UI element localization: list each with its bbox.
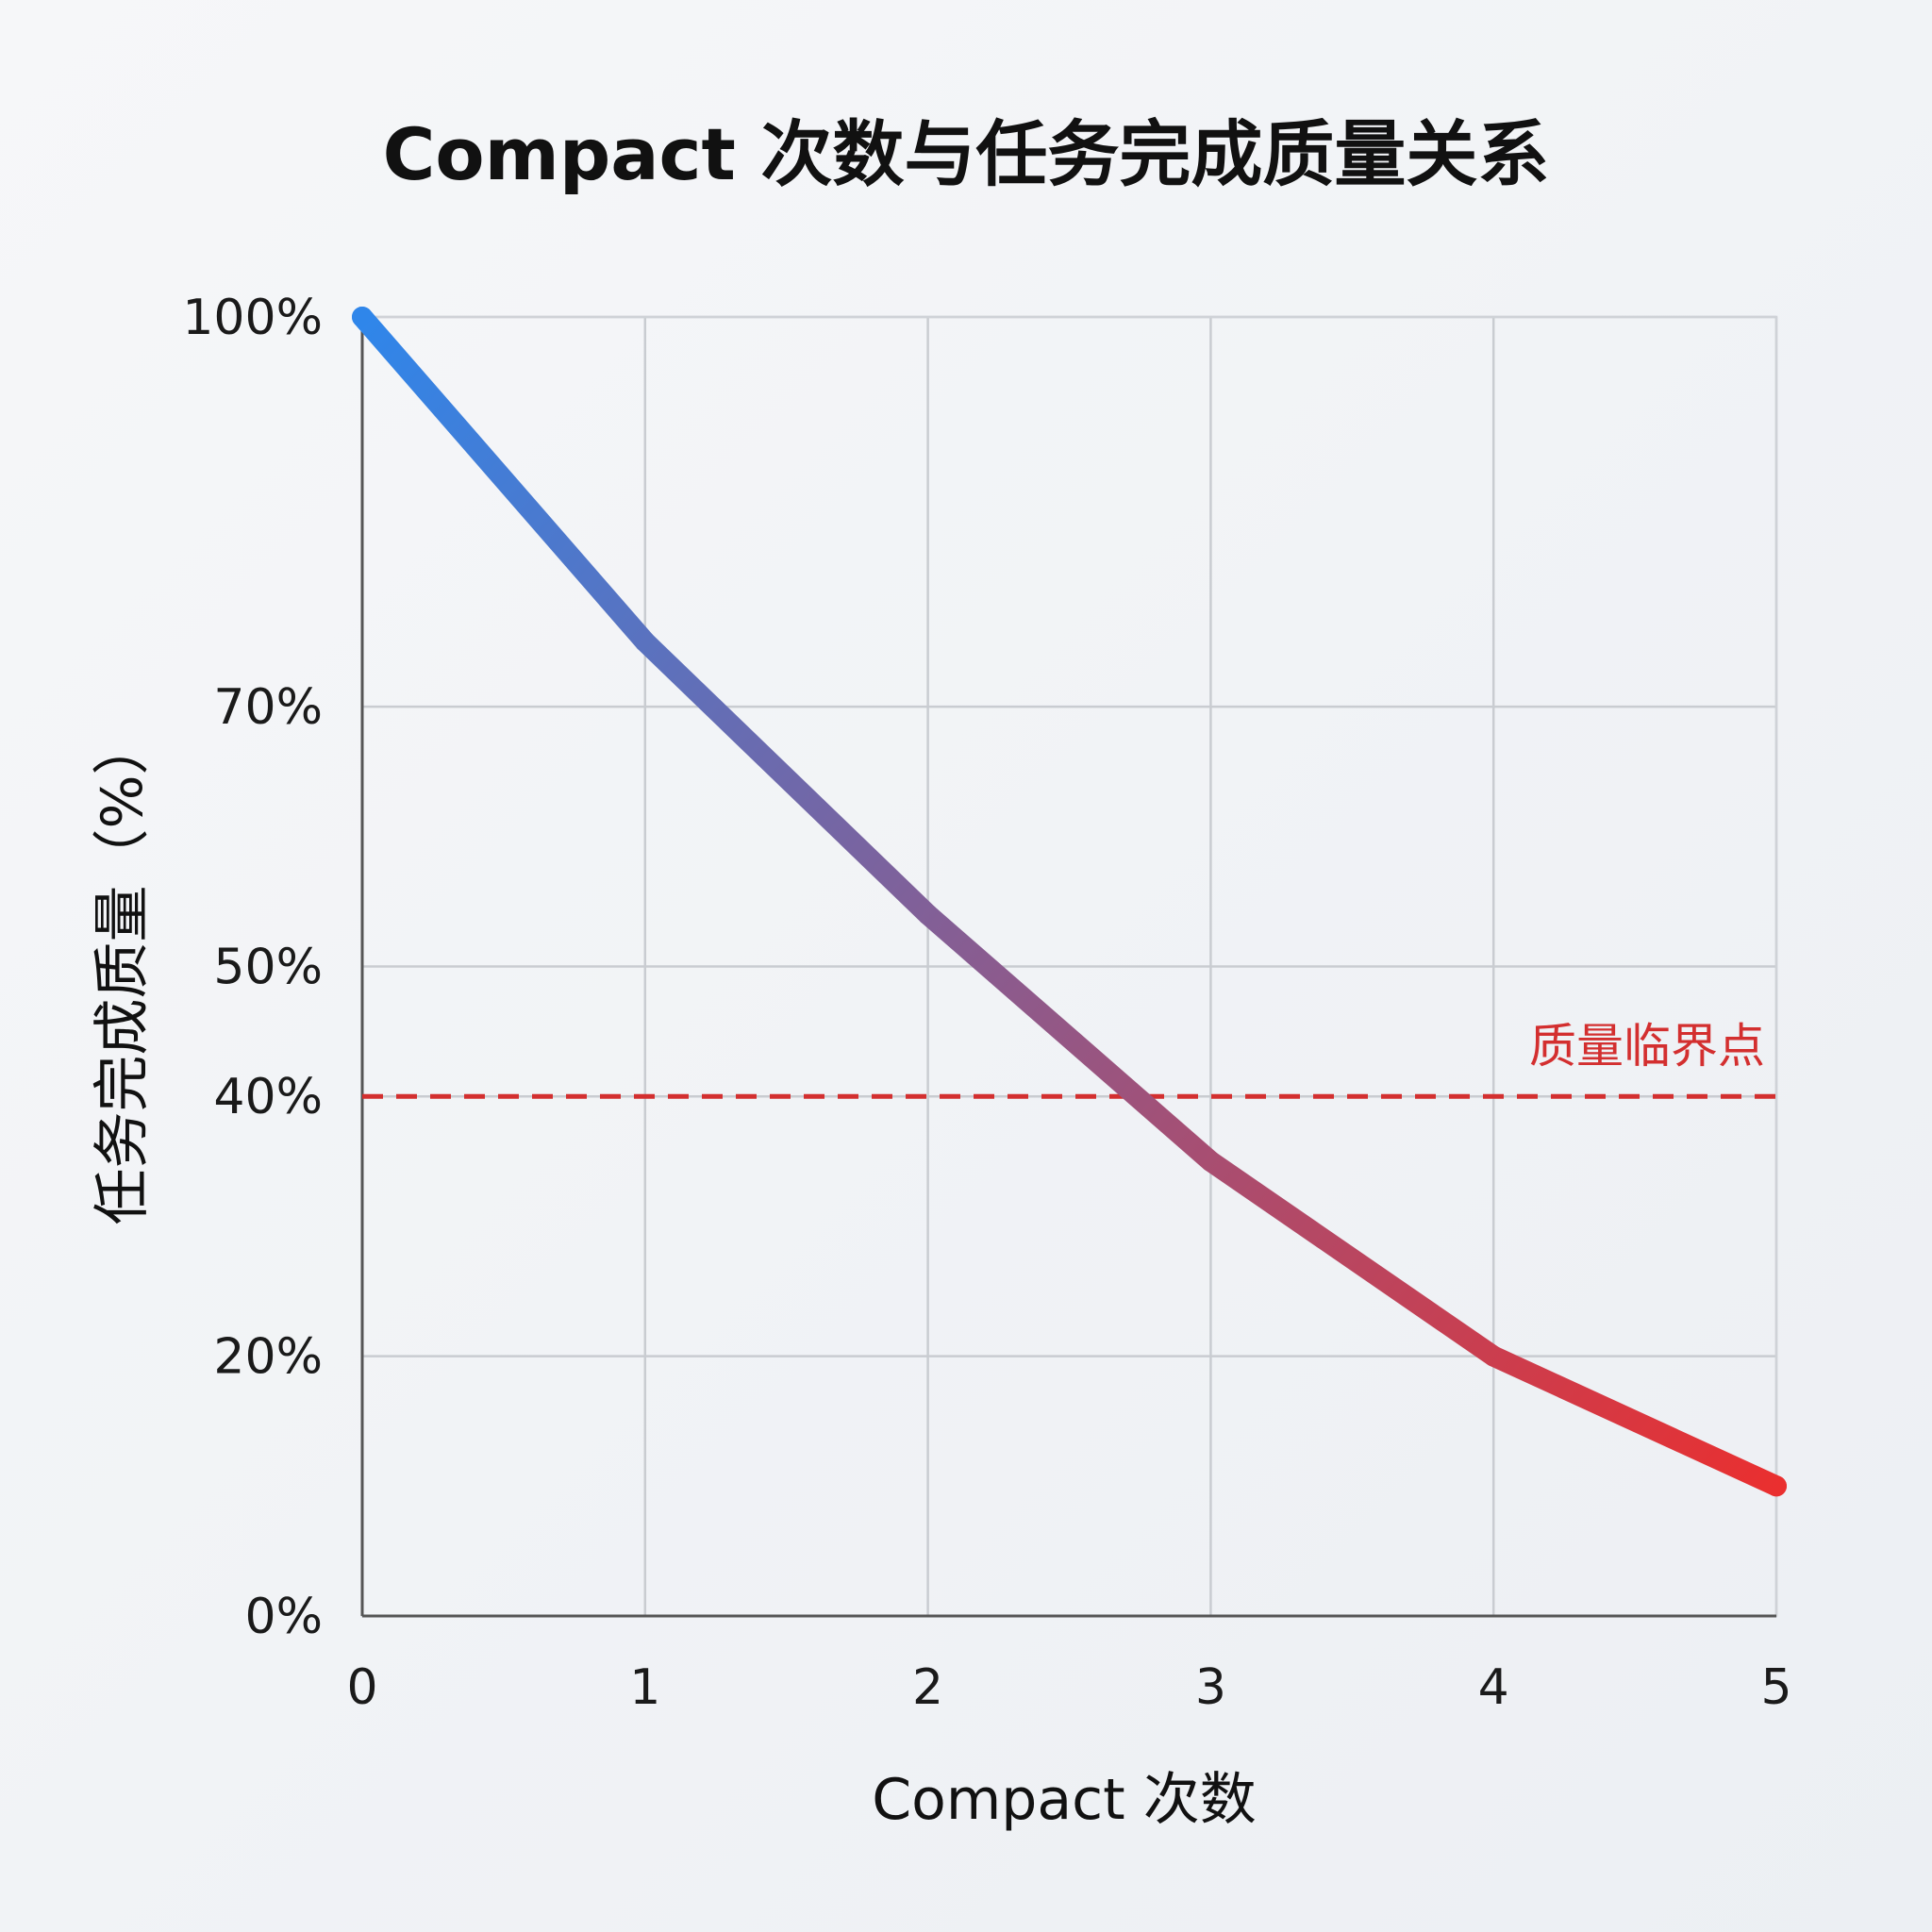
data-point xyxy=(1200,1151,1222,1173)
data-point xyxy=(352,307,373,327)
data-point xyxy=(1766,1475,1787,1497)
x-tick-label: 3 xyxy=(1195,1659,1226,1716)
y-tick-label: 0% xyxy=(245,1589,324,1645)
data-point xyxy=(1483,1345,1505,1367)
y-tick-label: 70% xyxy=(213,679,323,736)
x-tick-label: 0 xyxy=(346,1659,377,1716)
y-tick-label: 50% xyxy=(213,940,323,996)
y-tick-label: 20% xyxy=(213,1329,323,1386)
y-tick-label: 40% xyxy=(213,1069,323,1125)
y-axis-label: 任务完成质量（%） xyxy=(90,718,156,1224)
x-tick-label: 4 xyxy=(1478,1659,1509,1716)
chart-title: Compact 次数与任务完成质量关系 xyxy=(383,112,1550,196)
x-tick-labels: 0 1 2 3 4 5 xyxy=(346,1659,1791,1716)
data-point xyxy=(634,631,656,653)
series-line xyxy=(352,307,1787,1497)
y-tick-labels: 0% 20% 40% 50% 70% 100% xyxy=(182,290,323,1645)
x-axis-label: Compact 次数 xyxy=(872,1767,1257,1833)
data-point xyxy=(917,904,939,925)
x-tick-label: 5 xyxy=(1760,1659,1791,1716)
threshold-label: 质量临界点 xyxy=(1529,1019,1765,1074)
y-tick-label: 100% xyxy=(182,290,323,346)
gridlines xyxy=(362,315,1778,1616)
x-tick-label: 2 xyxy=(912,1659,943,1716)
x-tick-label: 1 xyxy=(629,1659,660,1716)
data-points xyxy=(352,307,1787,1497)
